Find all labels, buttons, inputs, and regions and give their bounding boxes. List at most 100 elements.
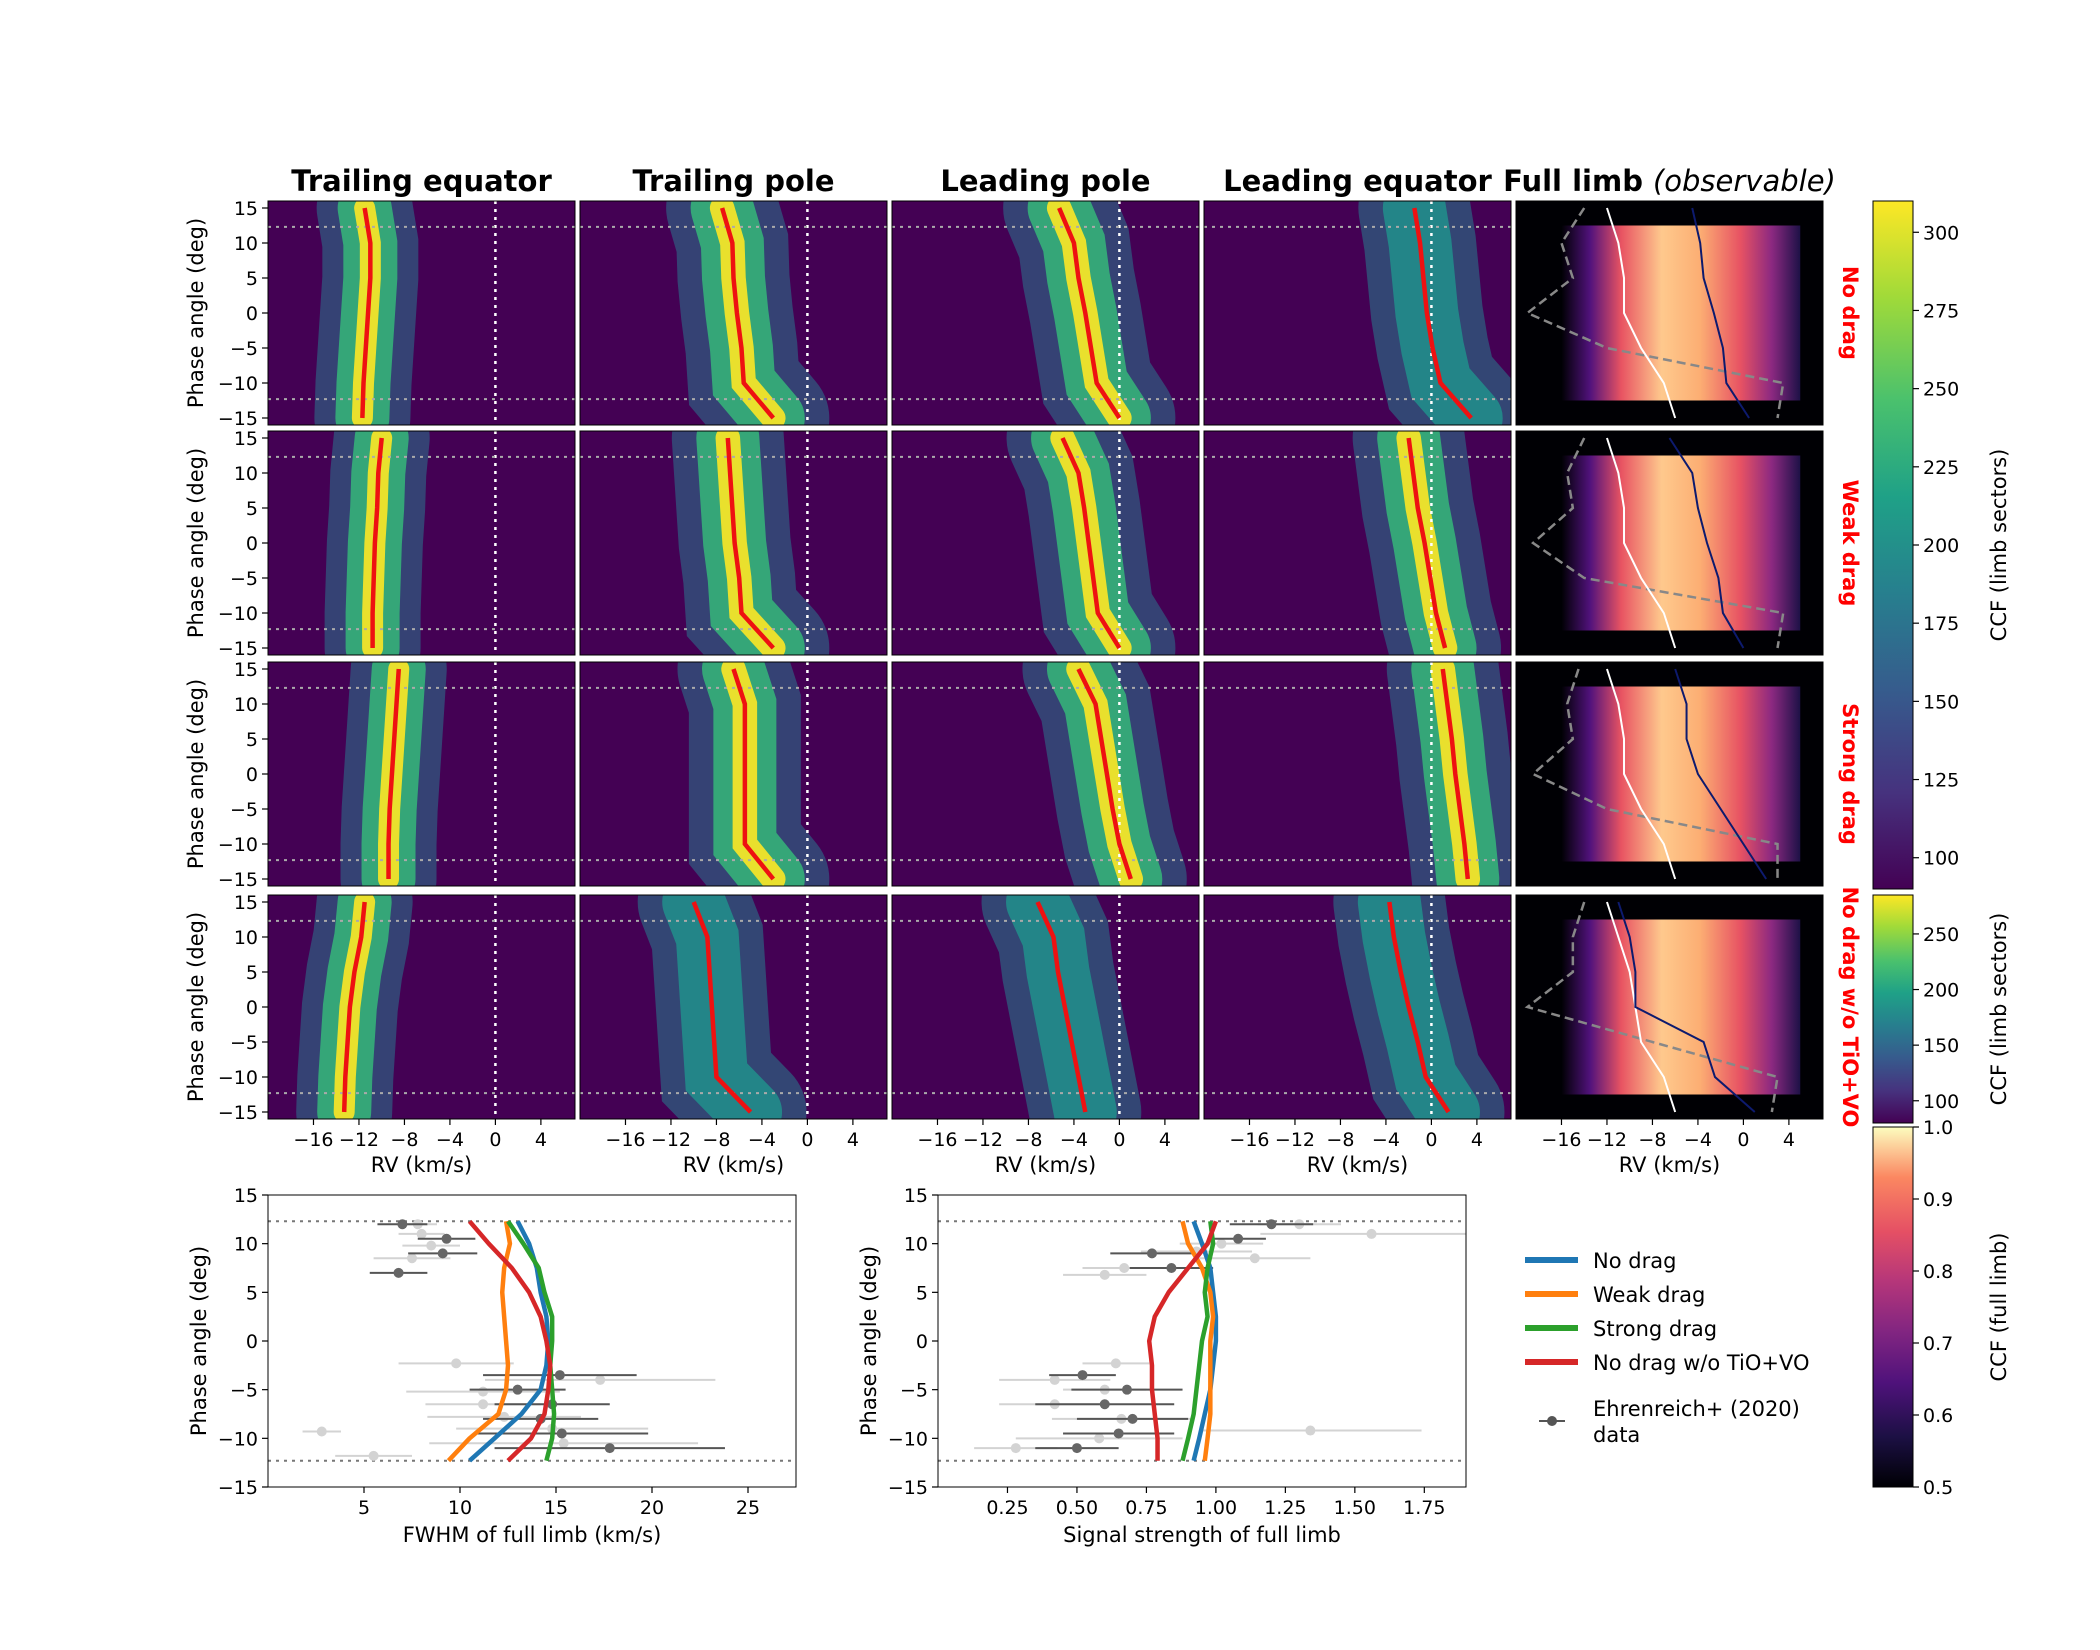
x-axis-label: RV (km/s) [1619, 1153, 1721, 1177]
y-tick-label: −15 [218, 638, 258, 660]
x-tick-label: −16 [917, 1129, 957, 1151]
obs-dark-point [1099, 1399, 1110, 1410]
y-tick-label: 10 [234, 1234, 258, 1256]
panel-frame [1203, 430, 1512, 656]
y-tick-label: 15 [904, 1185, 928, 1207]
obs-light-point [1216, 1238, 1227, 1249]
colorbar-tick-label: 0.8 [1923, 1261, 1953, 1283]
panel-full-limb-row0 [1515, 200, 1824, 426]
overlay-dashed-line [1524, 901, 1779, 1113]
peak-rv-track [1387, 901, 1451, 1114]
x-tick-label: −12 [339, 1129, 379, 1151]
obs-light-point [1049, 1374, 1060, 1385]
panel-leading-equator-row0 [1203, 200, 1512, 426]
x-tick-label: −8 [1638, 1129, 1666, 1151]
colorbar-tick-label: 250 [1923, 924, 1959, 946]
colorbar-tick-label: 175 [1923, 613, 1959, 635]
panel-image [1204, 201, 1511, 425]
peak-rv-track [1076, 668, 1133, 880]
obs-dark-point [1166, 1263, 1177, 1273]
full-limb-subtitle: (observable) [1653, 164, 1836, 198]
y-tick-label: 10 [904, 1234, 928, 1256]
y-tick-label: −10 [218, 834, 258, 856]
colorbar-tick-label: 300 [1923, 222, 1959, 244]
y-tick-label: 0 [246, 1331, 258, 1353]
panel-image [268, 431, 575, 655]
y-tick-label: −10 [218, 1428, 258, 1450]
panel-image [268, 662, 575, 886]
colorbar-tick-label: 150 [1923, 691, 1959, 713]
obs-light-point [426, 1240, 437, 1251]
row-label: Strong drag [1838, 703, 1862, 845]
y-tick-label: 15 [234, 659, 258, 681]
panel-frame [1515, 200, 1824, 426]
obs-light-point [478, 1386, 489, 1397]
colorbar-tick-label: 0.7 [1923, 1333, 1953, 1355]
series-line [1146, 1220, 1219, 1461]
x-tick-label: 0.25 [986, 1497, 1028, 1519]
colorbar-tick-label: 200 [1923, 980, 1959, 1002]
panel-image [1516, 662, 1823, 886]
peak-rv-track [1035, 901, 1088, 1113]
obs-dark-point [1127, 1413, 1138, 1424]
y-tick-label: −15 [218, 1477, 258, 1499]
obs-light-point [478, 1399, 489, 1410]
obs-light-point [316, 1426, 327, 1437]
peak-rv-track [1412, 207, 1473, 420]
panel-frame [1203, 200, 1512, 426]
x-tick-label: 0 [1425, 1129, 1437, 1151]
y-axis-label: Phase angle (deg) [857, 1246, 881, 1436]
panel-trailing-equator-row1: −15 −10 −5 0 5 10 15 Phase angle (deg) [184, 428, 576, 660]
x-tick-label: −16 [293, 1129, 333, 1151]
legend-data-label: Ehrenreich+ (2020) [1593, 1397, 1800, 1421]
y-tick-label: 5 [246, 1282, 258, 1304]
y-tick-label: −15 [218, 408, 258, 430]
legend-label: Strong drag [1593, 1317, 1717, 1341]
peak-rv-track [731, 668, 776, 881]
y-tick-label: 0 [246, 533, 258, 555]
panel-trailing-pole-row1 [579, 430, 888, 656]
panel-leading-pole-row2 [891, 661, 1200, 887]
y-tick-label: 15 [234, 1185, 258, 1207]
panel-image [268, 895, 575, 1119]
obs-light-point [1094, 1433, 1105, 1444]
full-limb-title: Full limb [1503, 164, 1643, 198]
obs-dark-point [441, 1233, 452, 1244]
x-tick-label: −16 [1229, 1129, 1269, 1151]
y-tick-label: 5 [246, 498, 258, 520]
panel-image [892, 662, 1199, 886]
y-tick-label: −15 [888, 1477, 928, 1499]
overlay-dashed-line [1531, 437, 1785, 649]
obs-light-point [1119, 1263, 1130, 1273]
peak-rv-track [691, 901, 753, 1114]
column-title-full-limb: Full limb (observable) [1503, 164, 1836, 198]
colorbar: 100 125 150 175 200 225 250 275 300 CCF (limb sec… [1872, 200, 2011, 890]
y-tick-label: 10 [234, 927, 258, 949]
y-tick-label: 10 [234, 463, 258, 485]
peak-rv-track [370, 437, 384, 648]
x-tick-label: 0 [1737, 1129, 1749, 1151]
y-tick-label: 10 [234, 694, 258, 716]
x-tick-label: −12 [1587, 1129, 1627, 1151]
legend-label: Weak drag [1593, 1283, 1705, 1307]
colorbar-label: CCF (limb sectors) [1987, 913, 2011, 1106]
panel-image [892, 201, 1199, 425]
obs-dark-point [554, 1370, 565, 1381]
plot-area [938, 1219, 1466, 1462]
obs-dark-point [1071, 1443, 1082, 1454]
y-tick-label: −5 [230, 338, 258, 360]
overlay-navy-line [1668, 437, 1745, 649]
x-axis-label: RV (km/s) [371, 1153, 473, 1177]
y-axis-label: Phase angle (deg) [187, 1246, 211, 1436]
panel-leading-equator-row2 [1203, 661, 1512, 887]
x-tick-label: −4 [748, 1129, 776, 1151]
x-tick-label: 4 [1159, 1129, 1171, 1151]
x-tick-label: 1.00 [1195, 1497, 1237, 1519]
panel-leading-equator-row3: −16 −12 −8 −4 0 4 RV (km/s) [1203, 894, 1512, 1177]
y-tick-label: 0 [246, 764, 258, 786]
panel-full-limb-row3: −16 −12 −8 −4 0 4 RV (km/s) [1515, 894, 1824, 1177]
colorbar-tick-label: 275 [1923, 300, 1959, 322]
overlay-navy-line [1674, 668, 1767, 880]
y-tick-label: −15 [218, 1102, 258, 1124]
